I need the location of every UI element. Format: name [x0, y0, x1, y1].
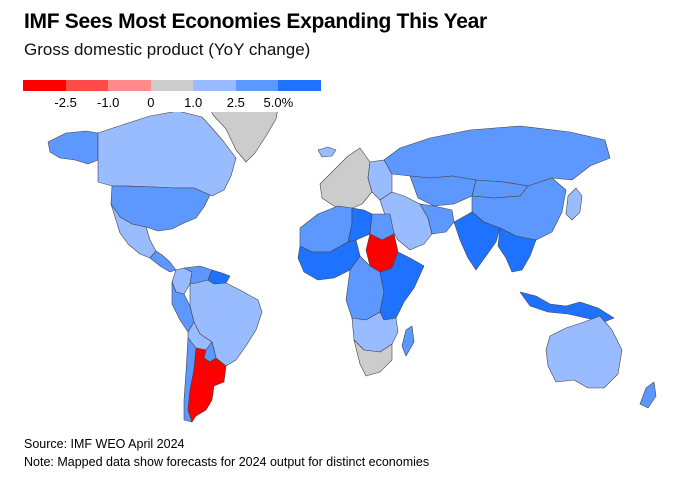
source-note: Source: IMF WEO April 2024	[24, 437, 185, 451]
region-middle-east	[379, 191, 433, 251]
region-india	[453, 211, 501, 271]
region-alaska	[47, 130, 99, 165]
legend-swatch-3	[150, 80, 194, 91]
region-indonesia	[519, 291, 615, 323]
region-madagascar	[401, 325, 415, 357]
world-map	[47, 112, 657, 423]
legend-swatch-2	[108, 80, 151, 91]
legend-tick-4: 2.5	[226, 95, 245, 110]
legend-tick-0: -2.5	[54, 95, 77, 110]
legend-swatch-4	[193, 80, 236, 91]
region-new-zealand	[639, 381, 657, 409]
region-iceland	[317, 146, 337, 158]
legend-tick-5: 5.0%	[263, 95, 294, 110]
region-east-africa	[379, 251, 425, 321]
region-greenland	[211, 112, 278, 163]
region-central-america	[149, 250, 177, 273]
legend-color-scale	[23, 80, 322, 91]
legend-swatch-0	[23, 80, 66, 91]
legend-tick-labels: -2.5 -1.0 0 1.0 2.5 5.0%	[23, 95, 321, 111]
region-australia	[545, 315, 623, 389]
legend-tick-3: 1.0	[184, 95, 203, 110]
methodology-note: Note: Mapped data show forecasts for 202…	[24, 455, 430, 469]
legend-swatch-5	[235, 80, 279, 91]
legend-swatch-1	[65, 80, 109, 91]
region-japan	[565, 187, 583, 221]
region-southeast-asia	[497, 227, 537, 273]
legend-tick-2: 0	[147, 95, 155, 110]
chart-title: IMF Sees Most Economies Expanding This Y…	[24, 10, 487, 33]
region-iran	[419, 203, 455, 235]
chart-subtitle: Gross domestic product (YoY change)	[24, 40, 311, 59]
region-kazakhstan	[409, 175, 477, 207]
region-western-europe	[319, 147, 373, 211]
region-libya	[347, 207, 373, 243]
legend-swatch-6	[278, 80, 322, 91]
legend-tick-1: -1.0	[97, 95, 120, 110]
region-canada	[97, 112, 237, 197]
region-south-africa	[353, 339, 393, 377]
color-legend: -2.5 -1.0 0 1.0 2.5 5.0%	[23, 80, 322, 111]
region-argentina	[187, 347, 227, 423]
